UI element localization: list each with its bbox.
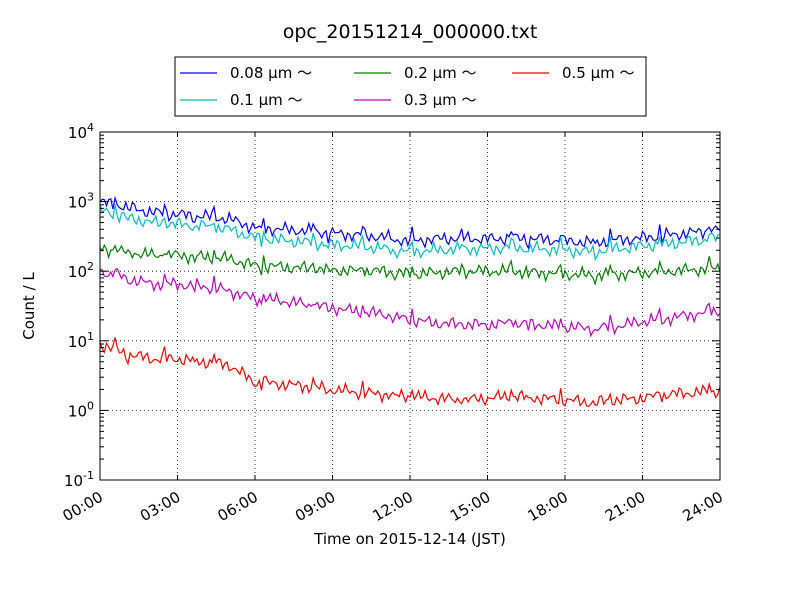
- y-tick-label: 102: [68, 260, 94, 281]
- y-tick-labels: 10-1 100 101 102 103 104: [64, 121, 94, 490]
- series-line-2: [99, 243, 721, 286]
- axis-ticks: [99, 131, 721, 481]
- legend: 0.08 μm ～ 0.1 μm ～ 0.2 μm ～ 0.3 μm ～ 0.5 μm …: [174, 56, 647, 117]
- series-line-1: [99, 203, 721, 261]
- y-tick-label: 103: [68, 191, 94, 212]
- chart-title: opc_20151214_000000.txt: [283, 21, 538, 43]
- y-tick-label: 104: [68, 121, 94, 142]
- series-line-3: [99, 267, 721, 338]
- y-tick-label: 10-1: [64, 469, 94, 490]
- y-tick-label: 100: [68, 399, 94, 420]
- y-tick-label: 101: [68, 330, 94, 351]
- legend-label: 0.2 μm ～: [404, 64, 477, 82]
- legend-label: 0.5 μm ～: [562, 64, 635, 82]
- grid-lines: [100, 132, 720, 480]
- legend-label: 0.08 μm ～: [230, 64, 312, 82]
- series-line-4: [99, 337, 721, 408]
- legend-box: [174, 56, 647, 117]
- y-axis-label: Count / L: [20, 272, 38, 340]
- x-axis-label: Time on 2015-12-14 (JST): [313, 530, 506, 548]
- series-line-0: [99, 195, 721, 251]
- series-lines: [99, 195, 721, 408]
- legend-label: 0.1 μm ～: [230, 91, 303, 109]
- legend-label: 0.3 μm ～: [404, 91, 477, 109]
